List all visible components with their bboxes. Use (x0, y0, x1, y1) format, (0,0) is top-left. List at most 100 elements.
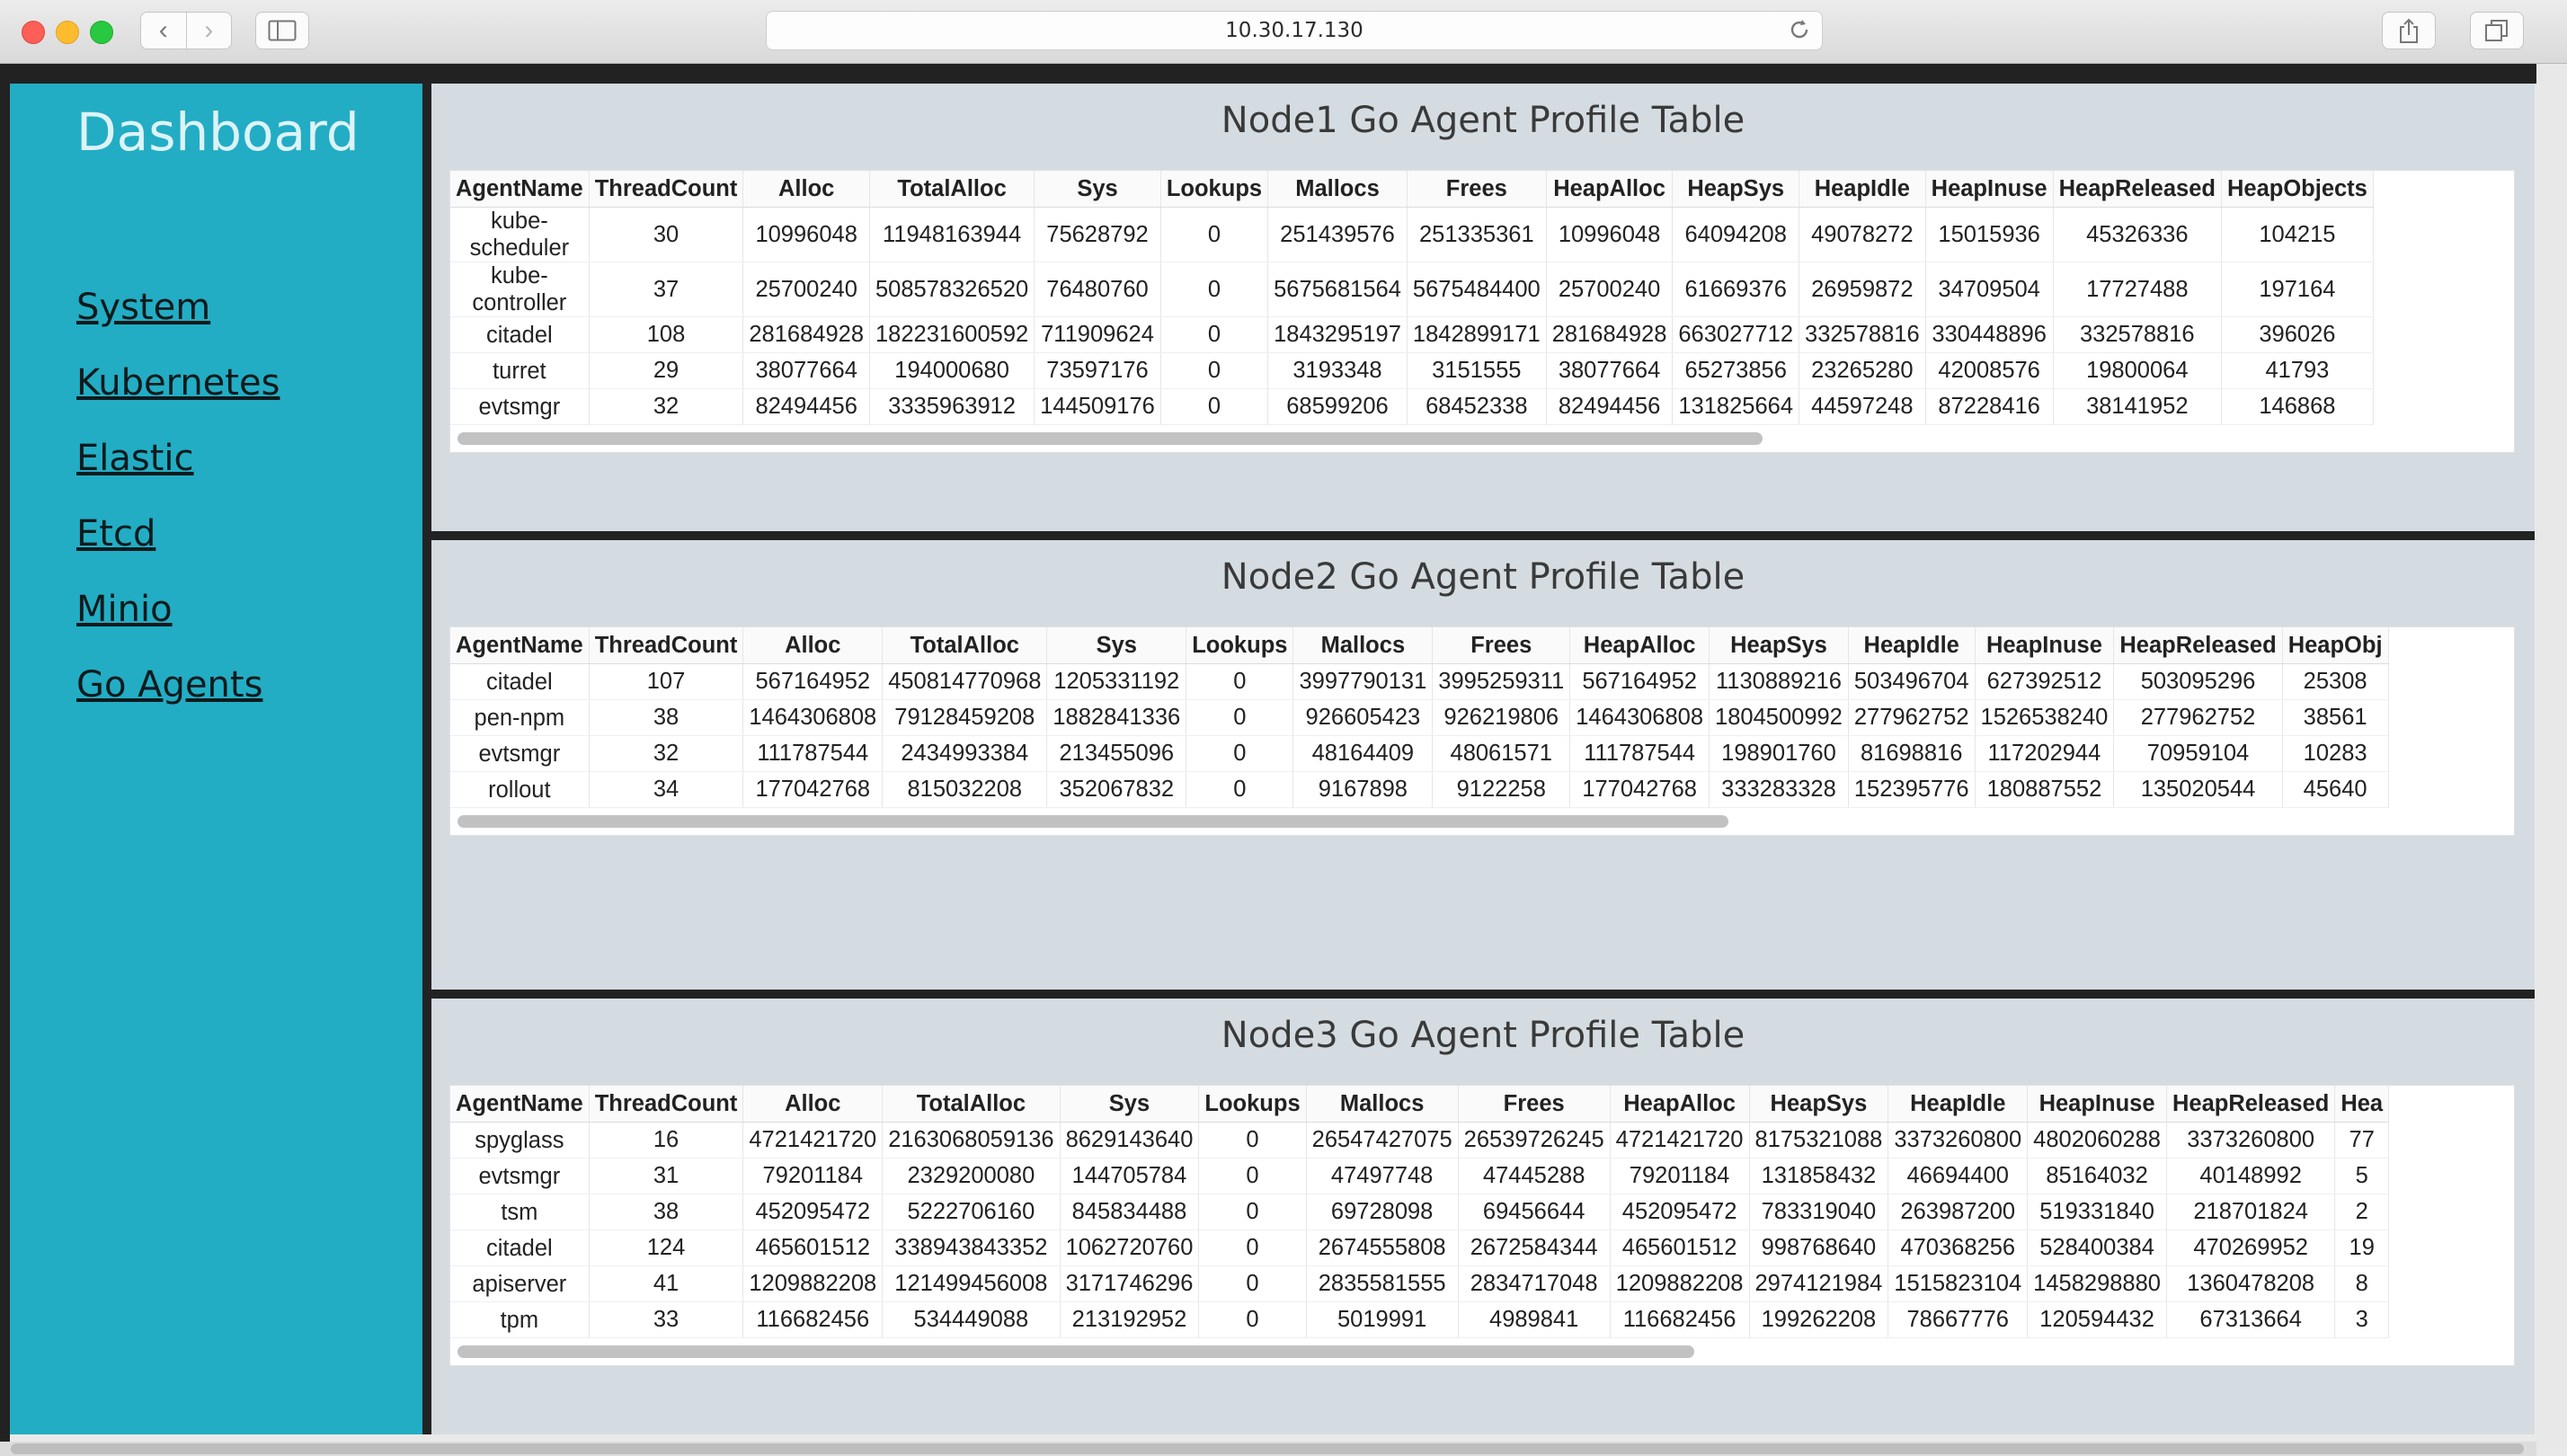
table-cell: 87228416 (1925, 388, 2054, 425)
table-cell: 503095296 (2113, 663, 2283, 700)
table-cell: 61669376 (1672, 262, 1800, 317)
table-cell: 68599206 (1267, 388, 1408, 425)
table-cell: 33 (589, 1301, 744, 1338)
table-cell: 79201184 (742, 1158, 884, 1194)
table-cell: 2672584344 (1458, 1230, 1611, 1266)
nav-link-minio[interactable]: Minio (76, 589, 173, 630)
table-cell: 1842899171 (1407, 316, 1547, 353)
table-cell: 82494456 (1546, 388, 1674, 425)
column-header: AgentName (450, 171, 590, 208)
column-header: HeapAlloc (1610, 1086, 1750, 1123)
nav-link-system[interactable]: System (76, 287, 211, 328)
table-cell: 135020544 (2113, 771, 2283, 808)
table-row: apiserver 41 1209882208 121499456008 3171746… (450, 1265, 2390, 1302)
table-cell: 0 (1160, 352, 1269, 389)
table-row: kube- scheduler 30 10996048 11948163944 7562… (450, 207, 2374, 262)
table-cell: 663027712 (1672, 316, 1800, 353)
table-cell: 1205331192 (1046, 663, 1187, 700)
page-scrollbar-thumb[interactable] (11, 1443, 2524, 1454)
table-cell: 5222706160 (882, 1194, 1061, 1230)
panel-title: Node1 Go Agent Profile Table (1221, 100, 1745, 141)
horizontal-scrollbar[interactable] (450, 808, 2514, 835)
table-cell: 0 (1160, 388, 1269, 425)
table-cell: 10283 (2282, 735, 2389, 772)
nav-link-kubernetes[interactable]: Kubernetes (76, 362, 280, 404)
minimize-window-button[interactable] (56, 21, 79, 44)
nav-link-etcd[interactable]: Etcd (76, 513, 156, 555)
column-header: Frees (1432, 627, 1571, 664)
table-cell: 111787544 (1569, 735, 1710, 772)
column-header: Sys (1060, 1086, 1200, 1123)
table-cell: 3995259311 (1432, 663, 1571, 700)
table-cell: 1130889216 (1709, 663, 1849, 700)
nav-link-go-agents[interactable]: Go Agents (76, 664, 263, 706)
column-header: Lookups (1198, 1086, 1307, 1123)
back-icon[interactable]: ‹ (158, 15, 168, 45)
table-cell: 528400384 (2027, 1230, 2167, 1266)
show-tabs-button[interactable] (2470, 12, 2524, 49)
table-cell: 180887552 (1975, 771, 2115, 808)
table-cell: 81698816 (1848, 735, 1976, 772)
table-cell: 79128459208 (882, 699, 1048, 736)
table-cell: 452095472 (1610, 1194, 1750, 1230)
table-cell: 1464306808 (742, 699, 884, 736)
close-window-button[interactable] (22, 21, 45, 44)
table-cell: 44597248 (1799, 388, 1926, 425)
forward-icon[interactable]: › (185, 13, 232, 49)
sidebar-toggle-icon (268, 20, 297, 41)
table-cell: 19800064 (2053, 352, 2222, 389)
column-header: Sys (1046, 627, 1187, 664)
table-cell: 465601512 (742, 1230, 884, 1266)
scrollbar-thumb[interactable] (457, 815, 1728, 828)
table-header-row: AgentName ThreadCount Alloc TotalAlloc Sys Lo… (450, 627, 2389, 664)
agent-name-cell: citadel (450, 663, 590, 700)
table-cell: 3 (2334, 1301, 2390, 1338)
table-cell: 131825664 (1672, 388, 1800, 425)
table-cell: 65273856 (1672, 352, 1800, 389)
sidebar-toggle-button[interactable] (255, 12, 309, 49)
agent-name-cell: evtsmgr (450, 388, 590, 425)
table-cell: 1515823104 (1888, 1265, 2029, 1302)
scrollbar-thumb[interactable] (457, 432, 1763, 445)
table-cell: 332578816 (2053, 316, 2222, 353)
reload-icon[interactable] (1788, 17, 1811, 42)
agent-name-cell: citadel (450, 316, 590, 353)
horizontal-scrollbar[interactable] (450, 1338, 2514, 1365)
dashboard-sidebar: Dashboard System Kubernetes Elastic Etcd… (10, 84, 422, 1434)
column-header: ThreadCount (589, 1086, 744, 1123)
table-cell: 45640 (2282, 771, 2389, 808)
node1-panel: Node1 Go Agent Profile Table AgentName Th… (431, 84, 2535, 531)
column-header: HeapSys (1749, 1086, 1889, 1123)
share-button[interactable] (2382, 12, 2436, 49)
table-cell: 38 (589, 699, 744, 736)
table-cell: 76480760 (1034, 262, 1161, 317)
horizontal-scrollbar[interactable] (450, 425, 2514, 452)
table-cell: 32 (589, 735, 744, 772)
table-cell: 2163068059136 (882, 1122, 1061, 1159)
table-cell: 218701824 (2166, 1194, 2336, 1230)
table-cell: 120594432 (2027, 1301, 2167, 1338)
table-cell: 3373260800 (1888, 1122, 2029, 1159)
agent-name-cell: spyglass (450, 1122, 590, 1159)
table-row: pen-npm 38 1464306808 79128459208 1882841336… (450, 699, 2389, 736)
table-cell: 5675484400 (1407, 262, 1547, 317)
table-cell: 41793 (2221, 352, 2374, 389)
zoom-window-button[interactable] (90, 21, 113, 44)
table-cell: 144705784 (1060, 1158, 1200, 1194)
table-cell: 116682456 (742, 1301, 884, 1338)
column-header: HeapInuse (1925, 171, 2054, 208)
table-cell: 37 (589, 262, 744, 317)
table-cell: 46694400 (1888, 1158, 2029, 1194)
column-header: Lookups (1186, 627, 1294, 664)
table-cell: 926605423 (1292, 699, 1434, 736)
table-cell: 9122258 (1432, 771, 1571, 808)
panel-separator (431, 990, 2535, 999)
address-bar[interactable]: 10.30.17.130 (766, 11, 1823, 50)
table-cell: 197164 (2221, 262, 2374, 317)
agent-name-cell: evtsmgr (450, 735, 590, 772)
nav-link-elastic[interactable]: Elastic (76, 438, 194, 479)
table-cell: 251335361 (1407, 207, 1547, 262)
scrollbar-thumb[interactable] (457, 1345, 1694, 1358)
table-cell: 3151555 (1407, 352, 1547, 389)
table-cell: 0 (1186, 699, 1294, 736)
